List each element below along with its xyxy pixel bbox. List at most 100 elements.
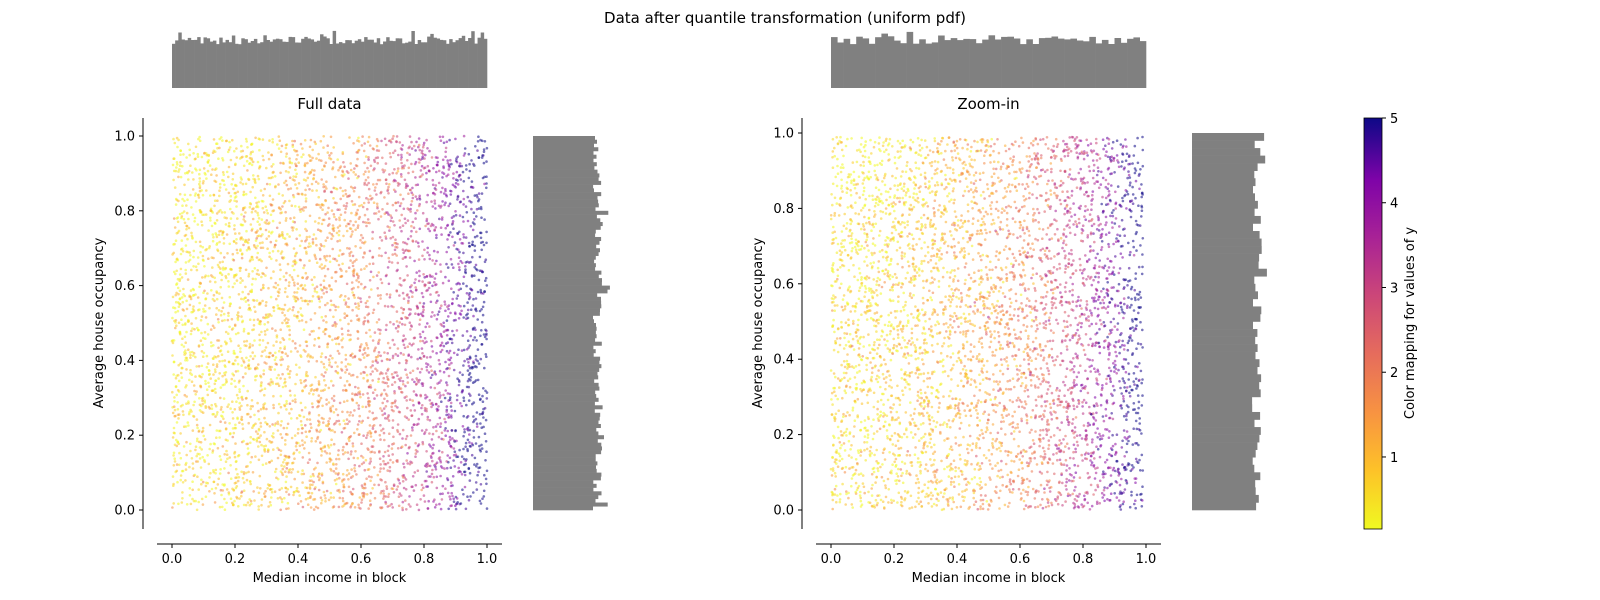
scatter-point [284, 443, 287, 446]
scatter-point [330, 190, 334, 194]
scatter-point [184, 468, 188, 471]
scatter-point [355, 473, 358, 476]
scatter-point [359, 300, 363, 304]
scatter-point [228, 304, 232, 308]
scatter-point [256, 436, 260, 440]
scatter-point [357, 307, 360, 311]
scatter-point [280, 471, 284, 475]
scatter-point [232, 349, 236, 353]
scatter-point [194, 192, 197, 195]
scatter-point [460, 309, 463, 313]
scatter-point [417, 348, 420, 351]
scatter-point [466, 357, 469, 361]
scatter-point [454, 504, 457, 508]
histogram-bar [533, 296, 601, 301]
scatter-point [445, 334, 449, 337]
scatter-point [228, 456, 231, 459]
scatter-point [306, 461, 310, 465]
scatter-point [1022, 316, 1026, 320]
scatter-point [466, 495, 469, 499]
scatter-point [450, 216, 454, 219]
scatter-point [909, 343, 913, 346]
scatter-point [178, 297, 182, 301]
scatter-point [447, 279, 451, 283]
scatter-point [266, 423, 269, 426]
scatter-point [471, 327, 475, 330]
scatter-point [446, 392, 450, 395]
scatter-point [291, 139, 294, 143]
scatter-point [266, 450, 270, 453]
scatter-point [327, 446, 331, 449]
scatter-point [467, 467, 471, 471]
scatter-point [337, 254, 341, 257]
scatter-point [384, 500, 387, 504]
scatter-point [442, 330, 446, 334]
scatter-point [253, 178, 257, 181]
scatter-point [308, 429, 312, 433]
scatter-point [433, 498, 436, 502]
scatter-point [263, 330, 267, 333]
scatter-point [431, 452, 434, 455]
histogram-bar [364, 37, 368, 88]
scatter-point [422, 494, 426, 497]
scatter-point [417, 245, 421, 248]
histogram-bar [533, 502, 608, 507]
scatter-point [200, 478, 203, 482]
scatter-point [320, 178, 324, 181]
scatter-point [893, 194, 897, 197]
scatter-point [209, 194, 212, 197]
scatter-point [251, 471, 255, 474]
scatter-point [279, 377, 282, 380]
scatter-point [352, 142, 355, 145]
scatter-point [413, 380, 416, 384]
scatter-point [374, 430, 377, 433]
scatter-point [279, 449, 283, 453]
scatter-point [430, 200, 433, 203]
scatter-point [446, 454, 450, 457]
scatter-point [380, 139, 383, 143]
scatter-point [417, 279, 421, 283]
scatter-point [365, 344, 369, 347]
scatter-point [266, 483, 270, 486]
scatter-point [206, 292, 209, 295]
histogram-bar [357, 39, 362, 88]
scatter-point [425, 362, 428, 365]
scatter-point [174, 260, 177, 264]
scatter-point [354, 245, 357, 248]
scatter-point [434, 291, 438, 294]
scatter-point [416, 469, 420, 473]
scatter-point [481, 154, 484, 157]
scatter-point [392, 134, 395, 138]
scatter-point [274, 286, 278, 290]
scatter-point [211, 266, 214, 269]
scatter-point [294, 252, 298, 256]
scatter-point [440, 233, 443, 236]
scatter-point [448, 495, 452, 498]
scatter-point [427, 286, 431, 290]
scatter-point [311, 283, 315, 287]
scatter-point [173, 306, 177, 310]
scatter-point [305, 235, 309, 239]
scatter-point [241, 319, 245, 323]
scatter-point [347, 297, 350, 300]
scatter-point [391, 235, 395, 239]
scatter-point [382, 431, 386, 435]
scatter-point [468, 479, 472, 482]
scatter-point [409, 434, 413, 437]
scatter-point [307, 245, 310, 249]
scatter-point [348, 414, 351, 417]
scatter-point [385, 381, 389, 385]
scatter-point [386, 399, 389, 403]
scatter-point [228, 325, 231, 329]
scatter-point [195, 418, 199, 421]
scatter-point [231, 435, 235, 439]
scatter-point [214, 222, 217, 225]
scatter-point [433, 281, 436, 284]
scatter-point [219, 208, 222, 212]
scatter-point [181, 197, 184, 201]
scatter-point [238, 401, 241, 405]
scatter-point [418, 332, 422, 336]
scatter-point [436, 250, 440, 254]
scatter-point [173, 186, 177, 189]
scatter-point [354, 228, 357, 232]
